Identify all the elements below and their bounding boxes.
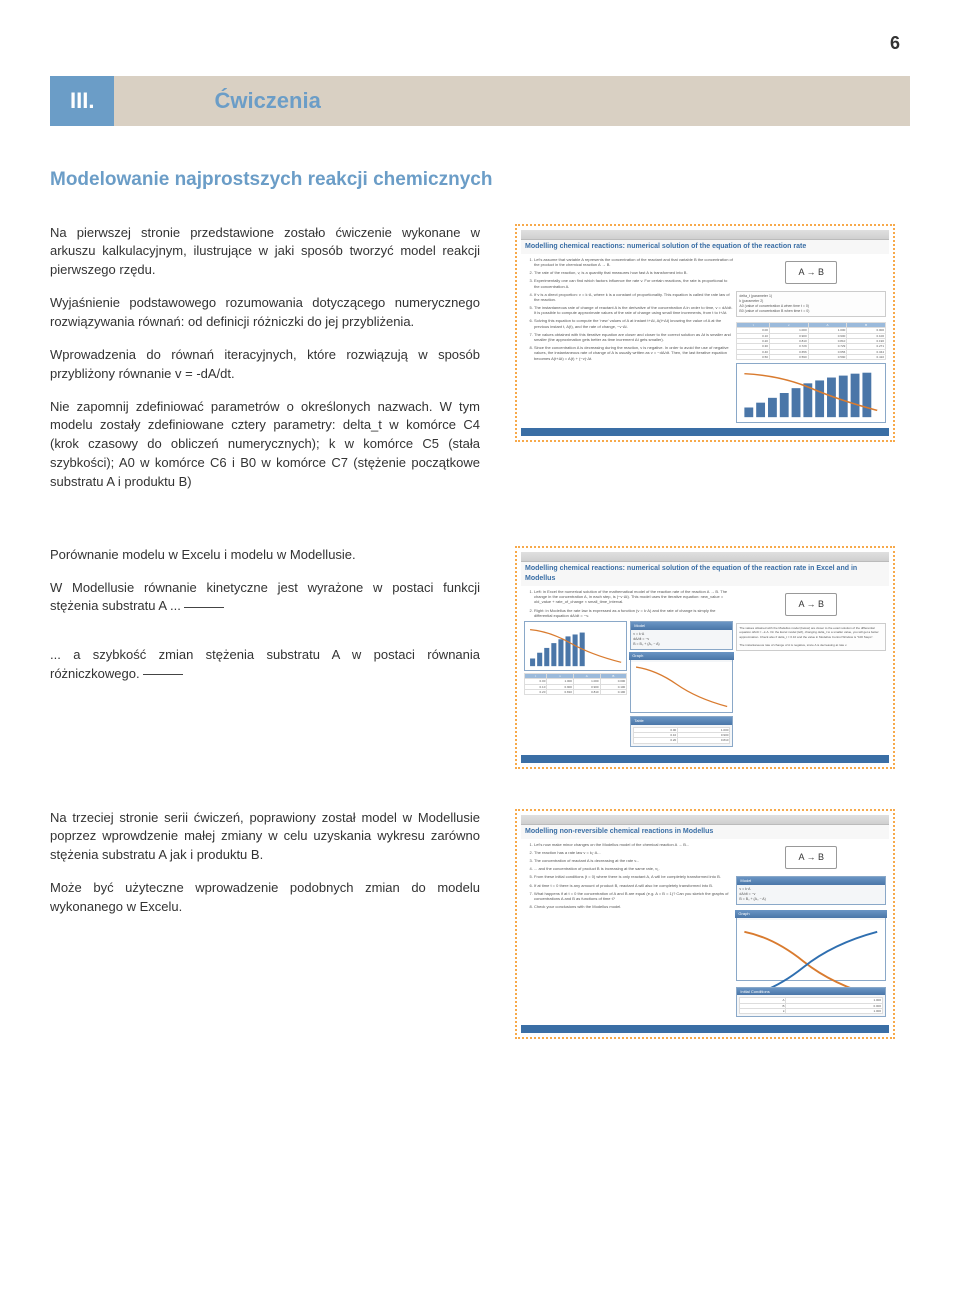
t1-step: The rate of the reaction, v, is a quanti… bbox=[534, 270, 733, 275]
pane-title: Initial Conditions bbox=[737, 988, 885, 996]
modellus-eq-pane: Model v = k·A dA/dt = −v B = B₀ + (A₀ − … bbox=[736, 876, 886, 905]
para-3-2: Może być użyteczne wprowadzenie podobnyc… bbox=[50, 879, 480, 917]
thumbnail-1: Modelling chemical reactions: numerical … bbox=[515, 224, 895, 443]
thumb3-title: Modelling non-reversible chemical reacti… bbox=[521, 825, 889, 839]
thumb-footer bbox=[521, 1025, 889, 1033]
t3-step: The concentration of reactant A is decre… bbox=[534, 858, 733, 863]
thumb-toolbar bbox=[521, 815, 889, 825]
modellus-table-pane: Table 0.001.000 0.100.900 0.200.810 bbox=[630, 716, 733, 747]
eq-badge: A → B bbox=[785, 261, 837, 284]
thumb-col-3: Modelling non-reversible chemical reacti… bbox=[500, 809, 910, 1040]
subtitle: Modelowanie najprostszych reakcji chemic… bbox=[50, 166, 910, 194]
text-col-2: Porównanie modelu w Excelu i modelu w Mo… bbox=[50, 546, 480, 698]
eq-badge: A → B bbox=[785, 846, 837, 869]
t3-step: From these initial conditions (t = 0) wh… bbox=[534, 874, 733, 879]
t3-step: Let's now make minor changes on the Mode… bbox=[534, 842, 733, 847]
t2-step: Left: in Excel the numerical solution of… bbox=[534, 589, 733, 605]
thumb3-chart bbox=[737, 920, 885, 980]
thumb-toolbar bbox=[521, 230, 889, 240]
thumb1-table: tvAB 0.001.0001.0000.000 0.100.9000.9000… bbox=[736, 322, 886, 360]
thumb2-title: Modelling chemical reactions: numerical … bbox=[521, 562, 889, 586]
thumbnail-2: Modelling chemical reactions: numerical … bbox=[515, 546, 895, 769]
text-col-1: Na pierwszej stronie przedstawione zosta… bbox=[50, 224, 480, 506]
pane-title: Model bbox=[737, 877, 885, 885]
eq: B = B₀ + (A₀ − A) bbox=[739, 897, 883, 902]
pane-title: Graph bbox=[735, 910, 887, 918]
t3-step: The reaction has a rate law v = k₁·A... bbox=[534, 850, 733, 855]
thumb1-title: Modelling chemical reactions: numerical … bbox=[521, 240, 889, 254]
t2-step: Right: in Modellus the rate law is expre… bbox=[534, 608, 733, 618]
t3-step: What happens if at t = 0 the concentrati… bbox=[534, 891, 733, 901]
text-col-3: Na trzeciej stronie serii ćwiczeń, popra… bbox=[50, 809, 480, 931]
t1-step: Since the concentration A is decreasing … bbox=[534, 345, 733, 361]
section-header: III. Ćwiczenia bbox=[50, 76, 910, 126]
modellus-chart-pane: Graph bbox=[630, 653, 733, 713]
thumb1-chart bbox=[736, 363, 886, 423]
para-2-2: W Modellusie równanie kinetyczne jest wy… bbox=[50, 579, 480, 617]
t3-step: ... and the concentration of product B i… bbox=[534, 866, 733, 871]
t1-step: The instantaneous rate of change of reac… bbox=[534, 305, 733, 315]
thumbnail-3: Modelling non-reversible chemical reacti… bbox=[515, 809, 895, 1040]
thumb-footer bbox=[521, 428, 889, 436]
modellus-eq-pane: Model v = k·A dA/dt = −v B = B₀ + (A₀ − … bbox=[630, 621, 733, 650]
modellus-init-pane: Initial Conditions A1.000 B0.000 k1.000 bbox=[736, 987, 886, 1018]
t1-step: Let's assume that variable A represents … bbox=[534, 257, 733, 267]
para-1-3: Wprowadzenia do równań iteracyjnych, któ… bbox=[50, 346, 480, 384]
section-title: Ćwiczenia bbox=[114, 76, 910, 126]
param: B0 (value of concentration B when time t… bbox=[739, 309, 883, 314]
block-1: Na pierwszej stronie przedstawione zosta… bbox=[50, 224, 910, 506]
para-1-4: Nie zapomnij zdefiniować parametrów o ok… bbox=[50, 398, 480, 492]
block-2: Porównanie modelu w Excelu i modelu w Mo… bbox=[50, 546, 910, 769]
thumb-col-2: Modelling chemical reactions: numerical … bbox=[500, 546, 910, 769]
param-box: delta_t (parameter 1) k (parameter 2) A0… bbox=[736, 291, 886, 317]
t3-step: Check your conclusions with the Modellus… bbox=[534, 904, 733, 909]
pane-title: Table bbox=[631, 717, 732, 725]
thumb1-steps: Let's assume that variable A represents … bbox=[524, 257, 733, 424]
t3-step: If at time t = 0 there is any amount of … bbox=[534, 883, 733, 888]
para-3-1: Na trzeciej stronie serii ćwiczeń, popra… bbox=[50, 809, 480, 866]
thumb-col-1: Modelling chemical reactions: numerical … bbox=[500, 224, 910, 443]
para-1-2: Wyjaśnienie podstawowego rozumowania dot… bbox=[50, 294, 480, 332]
eq-badge: A → B bbox=[785, 593, 837, 616]
page-number: 6 bbox=[50, 30, 910, 56]
eq: B = B₀ + (A₀ − A) bbox=[633, 642, 730, 647]
leader-line bbox=[143, 674, 183, 675]
pane-title: Graph bbox=[629, 652, 734, 660]
modellus-chart-pane: Graph bbox=[736, 911, 886, 981]
modellus-chart bbox=[631, 662, 732, 712]
thumb3-steps: Let's now make minor changes on the Mode… bbox=[524, 842, 733, 1021]
thumb-toolbar bbox=[521, 552, 889, 562]
t1-step: Experimentally one can find which factor… bbox=[534, 278, 733, 288]
thumb-footer bbox=[521, 755, 889, 763]
pane-title: Model bbox=[631, 622, 732, 630]
note-box: The values obtained with the Modellus mo… bbox=[736, 623, 886, 651]
para-1-1: Na pierwszej stronie przedstawione zosta… bbox=[50, 224, 480, 281]
para-2-1: Porównanie modelu w Excelu i modelu w Mo… bbox=[50, 546, 480, 565]
t1-step: Solving this equation to compute the 'ne… bbox=[534, 318, 733, 328]
para-2-3: ... a szybkość zmian stężenia substratu … bbox=[50, 646, 480, 684]
block-3: Na trzeciej stronie serii ćwiczeń, popra… bbox=[50, 809, 910, 1040]
leader-line bbox=[184, 607, 224, 608]
thumb2-steps: Left: in Excel the numerical solution of… bbox=[524, 589, 733, 750]
section-number: III. bbox=[50, 76, 114, 126]
thumb2-table: tvAB 0.001.0001.0000.000 0.100.9000.9000… bbox=[524, 673, 627, 695]
t1-step: If v is a direct proportion: v = k·A, wh… bbox=[534, 292, 733, 302]
t1-step: The values obtained with this iterative … bbox=[534, 332, 733, 342]
thumb2-excel-chart bbox=[524, 621, 627, 671]
